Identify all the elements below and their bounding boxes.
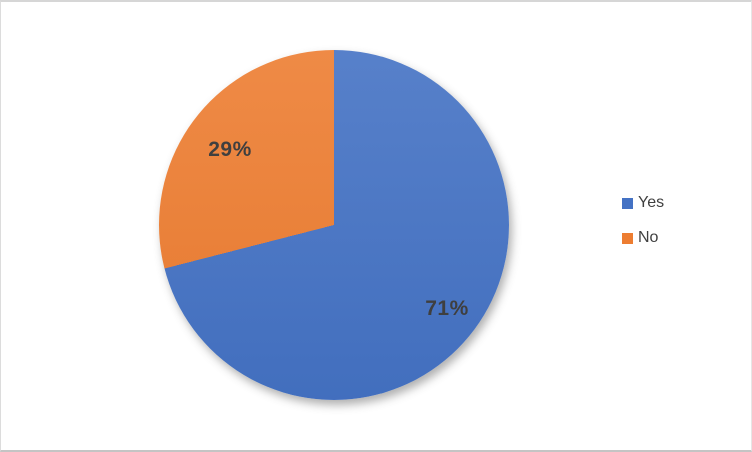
legend-item-yes: Yes xyxy=(622,194,664,212)
legend-label-yes: Yes xyxy=(638,194,665,211)
legend-item-no: No xyxy=(622,229,664,247)
data-label-yes: 71% xyxy=(425,297,469,320)
legend-swatch-no-icon xyxy=(622,232,633,244)
pie-chart xyxy=(159,50,509,400)
data-label-no: 29% xyxy=(208,138,252,161)
legend-swatch-yes-icon xyxy=(622,197,633,209)
legend-label-no: No xyxy=(638,229,659,246)
chart-legend: Yes No xyxy=(622,194,664,247)
